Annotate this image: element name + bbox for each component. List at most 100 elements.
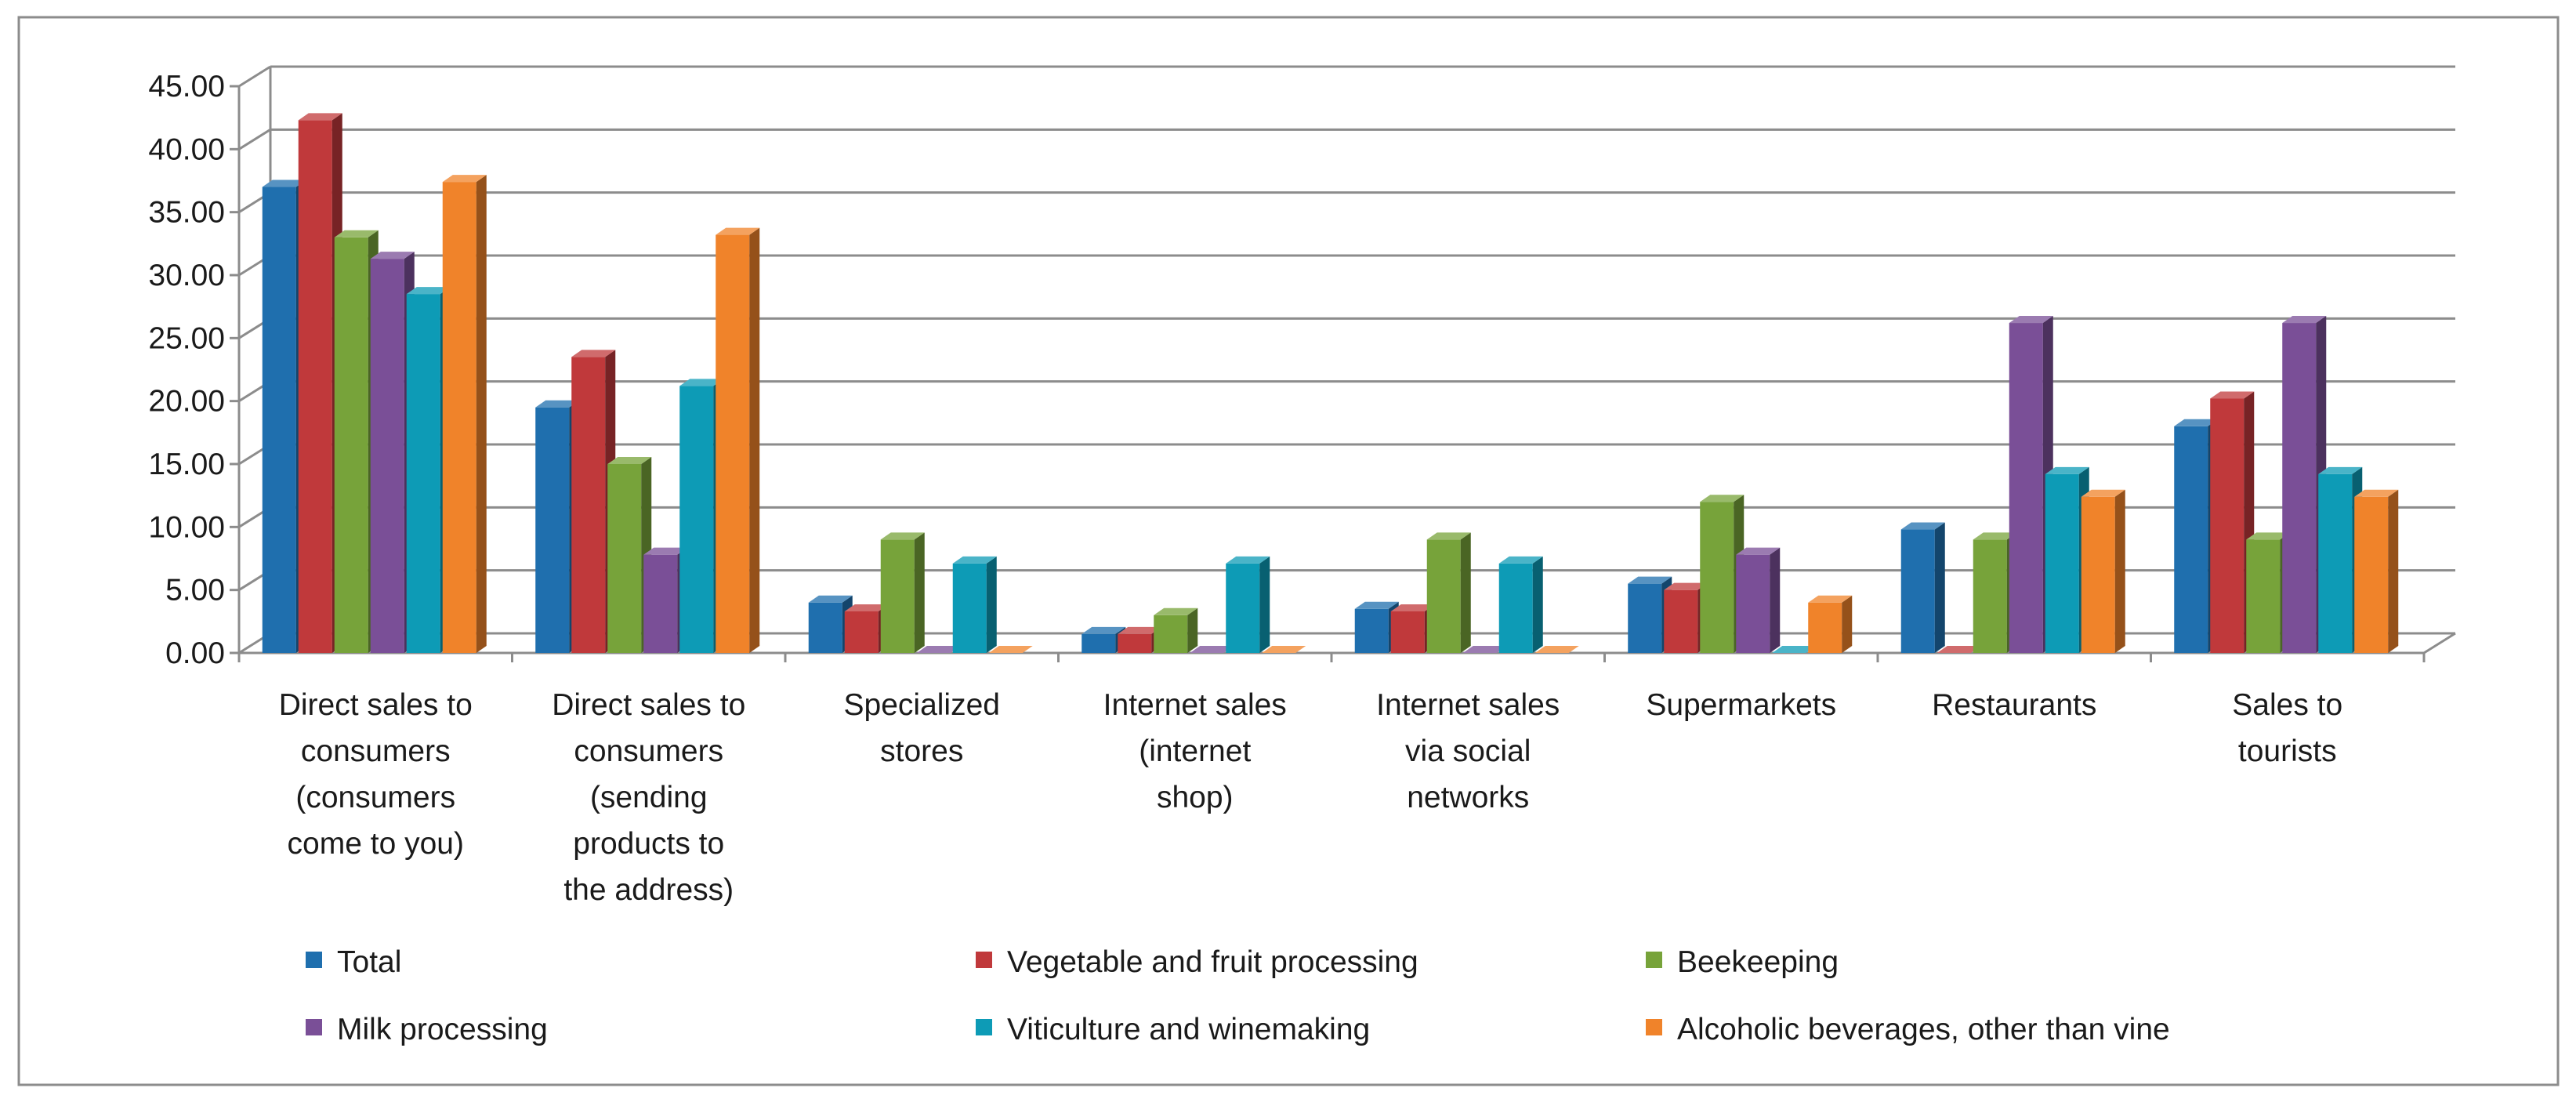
bar-side [914, 532, 925, 653]
legend-swatch [976, 952, 992, 968]
legend-label: Viticulture and winemaking [1007, 1013, 1370, 1046]
bar [952, 556, 997, 653]
bar-top [607, 457, 652, 464]
bar [1462, 646, 1507, 653]
bar-top [880, 532, 925, 540]
bar-side [2114, 489, 2125, 653]
legend-item: Vegetable and fruit processing [976, 945, 1418, 979]
bar-front [298, 120, 332, 653]
legend-swatch [306, 952, 322, 968]
bar-top [334, 230, 379, 238]
bar-top [442, 175, 487, 183]
bar-front [1426, 539, 1461, 653]
bar [1190, 646, 1234, 653]
y-tick-label: 0.00 [165, 636, 225, 670]
bar-front [2081, 496, 2115, 653]
bar [1900, 522, 1945, 653]
bar [1534, 646, 1579, 653]
y-axis-tick-labels: 0.00 5.00 10.00 15.00 20.00 25.00 30.00 35.00 40… [148, 70, 225, 670]
bar-side [476, 175, 487, 653]
y-tick-label: 15.00 [148, 448, 225, 481]
bar-top [1808, 595, 1853, 603]
bar-front [334, 237, 368, 653]
bar-top [262, 179, 306, 187]
bar [880, 532, 925, 653]
legend-swatch [976, 1019, 992, 1035]
bar-top [988, 646, 1033, 653]
bar-top [1462, 646, 1507, 653]
x-category-label: Supermarkets [1646, 688, 1836, 722]
bar-top [1118, 626, 1162, 634]
bar-top [571, 350, 616, 357]
bar-top [1426, 532, 1471, 540]
legend-label: Beekeeping [1677, 945, 1839, 979]
bar-front [1628, 583, 1662, 653]
bar [1226, 556, 1270, 653]
bar-top [1354, 601, 1399, 609]
bar-top [1190, 646, 1234, 653]
bar [442, 175, 487, 653]
legend-swatch [306, 1019, 322, 1035]
bar-front [2282, 323, 2317, 653]
bar-front [406, 294, 440, 653]
bar-front [808, 602, 842, 653]
x-category-label: Sales to tourists [2232, 688, 2342, 768]
bar-top [2282, 316, 2327, 324]
bar [1937, 646, 1981, 653]
bar-side [749, 227, 760, 653]
bar-top [1736, 547, 1781, 555]
bar [1498, 556, 1543, 653]
bar-front [262, 187, 296, 654]
bar-top [2045, 466, 2089, 474]
legend-label: Milk processing [337, 1013, 548, 1046]
bar-front [880, 539, 915, 653]
bar-top [1772, 646, 1817, 653]
bar-top [1534, 646, 1579, 653]
y-tick-label: 25.00 [148, 321, 225, 355]
legend-label: Vegetable and fruit processing [1007, 945, 1418, 979]
bar-front [1736, 554, 1770, 653]
legend-item: Alcoholic beverages, other than vine [1646, 1013, 2170, 1046]
bar-side [1259, 556, 1270, 653]
bar [1154, 607, 1198, 653]
bar-front [2009, 323, 2043, 653]
legend-swatch [1646, 952, 1662, 968]
bar-top [370, 252, 415, 259]
bar-front [2174, 426, 2208, 653]
bar [916, 646, 961, 653]
bar-top [2210, 391, 2255, 399]
bar [1262, 646, 1306, 653]
legend-label: Alcoholic beverages, other than vine [1677, 1013, 2170, 1046]
x-category-label: Restaurants [1932, 688, 2096, 722]
x-axis-category-labels: Direct sales to consumers (consumers come t… [279, 688, 2343, 907]
bar-top [2174, 419, 2219, 426]
bar-top [1081, 626, 1126, 634]
bar-top [535, 400, 580, 408]
bar-top [1154, 607, 1198, 615]
bar-front [1354, 608, 1389, 653]
bar-top [844, 604, 889, 611]
bar-side [986, 556, 997, 653]
bar-top [298, 113, 342, 121]
bar-top [2318, 466, 2363, 474]
gridline-depth [238, 129, 271, 150]
y-tick-label: 30.00 [148, 259, 225, 292]
bar [2354, 489, 2399, 653]
bar-side [2388, 489, 2399, 653]
legend-item: Viticulture and winemaking [976, 1013, 1370, 1046]
bar-top [952, 556, 997, 564]
bar-top [916, 646, 961, 653]
bar [1736, 547, 1781, 653]
bar-front [1900, 529, 1935, 653]
bar-front [370, 259, 404, 653]
bar-front [1973, 539, 2007, 653]
bar-top [2081, 489, 2125, 497]
bar-front [2246, 539, 2281, 653]
bar [716, 227, 760, 653]
x-category-label: Direct sales to consumers (sending products… [552, 688, 745, 907]
bar-top [808, 595, 853, 603]
legend-label: Total [337, 945, 401, 979]
bar-front [1808, 602, 1842, 653]
bar-top [1664, 582, 1708, 590]
